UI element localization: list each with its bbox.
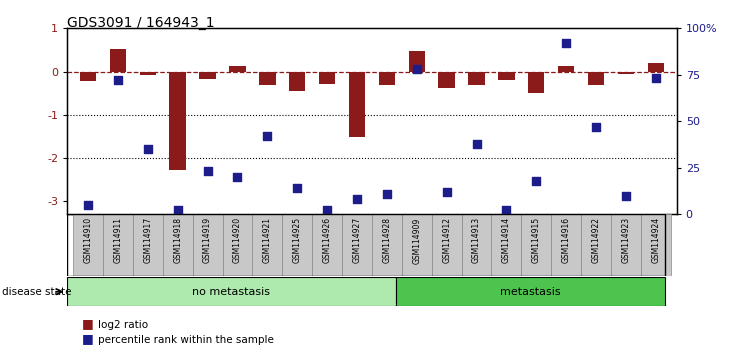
Bar (229, 66, 246, 72)
Text: GSM114910: GSM114910 (83, 217, 93, 263)
Point (590, 124, 602, 130)
Bar (521, 214, 551, 276)
Bar (80, 72, 96, 81)
Bar (319, 72, 335, 84)
Text: GSM114926: GSM114926 (323, 217, 331, 263)
Text: GSM114927: GSM114927 (353, 217, 361, 263)
Bar (259, 72, 275, 85)
Text: metastasis: metastasis (500, 287, 561, 297)
Bar (133, 214, 163, 276)
Bar (588, 72, 604, 85)
Text: GSM114913: GSM114913 (472, 217, 481, 263)
Bar (528, 72, 545, 93)
Bar (223, 214, 253, 276)
Bar (581, 214, 611, 276)
Bar (618, 72, 634, 74)
Text: log2 ratio: log2 ratio (98, 320, 148, 330)
Text: GDS3091 / 164943_1: GDS3091 / 164943_1 (67, 16, 215, 30)
Bar (491, 214, 521, 276)
Bar (611, 214, 641, 276)
Bar (163, 214, 193, 276)
Bar (67, 277, 396, 306)
Point (561, 40, 572, 46)
Point (82, 202, 94, 208)
Point (411, 67, 423, 72)
Text: ■: ■ (82, 332, 93, 345)
Text: no metastasis: no metastasis (193, 287, 271, 297)
Point (650, 76, 661, 81)
Bar (461, 214, 491, 276)
Bar (312, 214, 342, 276)
Point (291, 185, 303, 191)
Point (112, 78, 124, 83)
Point (501, 207, 512, 213)
Bar (253, 214, 283, 276)
Bar (110, 49, 126, 72)
Point (620, 193, 631, 198)
Bar (103, 214, 133, 276)
Point (142, 146, 154, 152)
Bar (372, 214, 402, 276)
Text: GSM114909: GSM114909 (412, 217, 421, 263)
Bar (289, 72, 305, 91)
Text: GSM114916: GSM114916 (561, 217, 571, 263)
Text: GSM114922: GSM114922 (591, 217, 601, 263)
Text: GSM114924: GSM114924 (651, 217, 661, 263)
Text: GSM114925: GSM114925 (293, 217, 301, 263)
Text: GSM114919: GSM114919 (203, 217, 212, 263)
Bar (199, 72, 216, 79)
Bar (498, 72, 515, 80)
Bar (396, 277, 665, 306)
Text: GSM114928: GSM114928 (383, 217, 391, 263)
Bar (648, 63, 664, 72)
Bar (439, 72, 455, 88)
Point (172, 207, 183, 213)
Text: GSM114921: GSM114921 (263, 217, 272, 263)
Bar (139, 72, 156, 75)
Bar (402, 214, 431, 276)
Point (471, 141, 483, 147)
Point (231, 174, 243, 180)
Point (441, 189, 453, 195)
Bar (409, 51, 425, 72)
Bar (169, 72, 186, 170)
Bar (641, 214, 671, 276)
Bar (551, 214, 581, 276)
Bar (469, 72, 485, 85)
Bar (73, 214, 103, 276)
Text: GSM114914: GSM114914 (502, 217, 511, 263)
Bar (431, 214, 461, 276)
Bar (283, 214, 312, 276)
Bar (558, 66, 575, 72)
Text: GSM114912: GSM114912 (442, 217, 451, 263)
Bar (342, 214, 372, 276)
Point (381, 191, 393, 196)
Point (351, 196, 363, 202)
Text: GSM114920: GSM114920 (233, 217, 242, 263)
Point (261, 133, 273, 139)
Text: GSM114915: GSM114915 (531, 217, 541, 263)
Point (531, 178, 542, 183)
Text: disease state: disease state (2, 287, 72, 297)
Text: ■: ■ (82, 317, 93, 330)
Point (201, 169, 213, 174)
Text: GSM114918: GSM114918 (173, 217, 182, 263)
Text: percentile rank within the sample: percentile rank within the sample (98, 335, 274, 345)
Bar (379, 72, 395, 85)
Text: GSM114911: GSM114911 (113, 217, 123, 263)
Bar (193, 214, 223, 276)
Text: GSM114917: GSM114917 (143, 217, 153, 263)
Text: GSM114923: GSM114923 (621, 217, 631, 263)
Point (321, 207, 333, 213)
Bar (349, 72, 365, 137)
